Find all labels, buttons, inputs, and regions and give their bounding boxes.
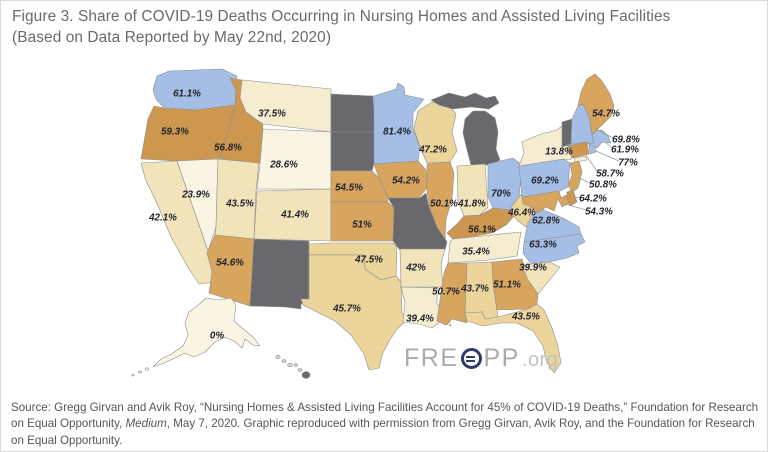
source-text-part2: , May 7, 2020. Graphic reproduced with p…	[11, 417, 755, 447]
value-label-WI: 47.2%	[418, 145, 447, 156]
state-tx	[300, 254, 409, 371]
state-fl	[464, 303, 562, 374]
state-mi	[462, 110, 501, 166]
value-label-AR: 42%	[405, 263, 426, 274]
value-label-WY: 28.6%	[269, 160, 298, 171]
state-wy	[256, 128, 332, 190]
value-label-MT: 37.5%	[258, 109, 286, 120]
figure-title-line2: (Based on Data Reported by May 22nd, 202…	[12, 29, 332, 46]
state-nd	[330, 93, 376, 133]
hi-island	[275, 355, 281, 359]
leader-line-CT	[584, 153, 598, 172]
state-value-labels: 61.1% 59.3% 42.1% 23.9% 56.8% 37.5% 28.6% 43.5%…	[148, 89, 640, 342]
state-ar	[399, 248, 446, 288]
value-label-RI: 77%	[618, 158, 638, 169]
figure-title: Figure 3. Share of COVID-19 Deaths Occur…	[12, 6, 670, 48]
value-label-IL: 50.1%	[430, 199, 458, 210]
callout-leader-lines	[561, 127, 620, 211]
state-ak	[152, 297, 261, 368]
hi-island	[287, 362, 293, 367]
value-label-ME: 54.7%	[592, 109, 620, 120]
value-label-NV: 23.9%	[181, 190, 210, 201]
leader-line-NJ	[578, 177, 591, 184]
ak-aleutian-island	[144, 367, 150, 371]
value-label-MA: 61.9%	[611, 145, 639, 156]
source-text-part1: Source: Gregg Girvan and Avik Roy, “Nurs…	[11, 401, 759, 431]
value-label-NE: 54.5%	[335, 183, 363, 194]
value-label-OK: 47.5%	[354, 255, 383, 266]
value-label-MS: 50.7%	[432, 287, 460, 298]
value-label-MN: 81.4%	[383, 127, 411, 138]
figure-title-line1: Figure 3. Share of COVID-19 Deaths Occur…	[12, 8, 671, 25]
freopp-logo-o-icon	[460, 348, 482, 369]
state-wi	[413, 101, 458, 164]
value-label-FL: 43.5%	[511, 312, 540, 323]
leader-line-MA	[604, 141, 613, 149]
leader-line-MD	[561, 202, 587, 211]
state-mi-upper-peninsula	[430, 92, 500, 110]
state-md	[521, 190, 570, 214]
value-label-MD: 54.3%	[585, 207, 613, 218]
value-label-LA: 39.4%	[406, 314, 434, 325]
value-label-KY: 56.1%	[468, 225, 496, 236]
source-citation: Source: Gregg Girvan and Avik Roy, “Nurs…	[11, 400, 761, 449]
hi-island	[281, 359, 287, 363]
value-label-AL: 43.7%	[460, 284, 489, 295]
leader-line-RI	[595, 150, 620, 162]
leader-line-DE	[573, 196, 581, 199]
value-label-GA: 51.1%	[493, 280, 521, 291]
value-label-IN: 41.8%	[457, 199, 486, 210]
state-nj	[567, 160, 583, 193]
freopp-logo: FRE PP .org	[404, 344, 558, 373]
freopp-logo-text-pp: PP	[483, 344, 520, 372]
value-label-ID: 56.8%	[214, 143, 242, 154]
state-de	[566, 189, 578, 207]
state-shapes	[131, 68, 615, 379]
value-label-PA: 69.2%	[531, 176, 559, 187]
value-label-IA: 54.2%	[392, 176, 420, 187]
value-label-TX: 45.7%	[332, 304, 361, 315]
state-nc	[522, 233, 586, 265]
state-me	[577, 73, 615, 136]
ak-aleutian-island	[138, 370, 142, 374]
ak-aleutian-island	[131, 373, 135, 377]
state-sd	[330, 131, 378, 172]
value-label-TN: 35.4%	[462, 247, 490, 258]
state-az	[206, 234, 255, 307]
hi-island	[297, 368, 303, 372]
value-label-OH: 70%	[491, 189, 511, 200]
hi-island	[293, 363, 298, 367]
value-label-OR: 59.3%	[161, 127, 189, 138]
source-text-medium: Medium	[125, 417, 167, 431]
value-label-KS: 51%	[352, 220, 372, 231]
value-label-AZ: 54.6%	[216, 258, 244, 269]
value-label-NJ: 50.8%	[589, 180, 617, 191]
value-label-DE: 64.2%	[579, 194, 607, 205]
value-label-WV: 46.4%	[507, 208, 536, 219]
state-sc	[522, 261, 561, 295]
leader-line-NH	[593, 127, 614, 139]
state-ny-long-island	[573, 155, 588, 163]
value-label-NC: 63.3%	[529, 240, 557, 251]
value-label-CA: 42.1%	[148, 213, 177, 224]
value-label-WA: 61.1%	[173, 89, 201, 100]
value-label-AK: 0%	[210, 331, 224, 342]
value-label-UT: 43.5%	[225, 199, 254, 210]
value-label-SC: 39.9%	[519, 263, 547, 274]
state-vt	[561, 118, 573, 148]
state-nm	[249, 238, 310, 310]
state-mo	[387, 192, 448, 251]
hi-big-island	[301, 371, 311, 379]
value-label-CT: 58.7%	[596, 169, 624, 180]
freopp-logo-text-fre: FRE	[404, 344, 459, 372]
value-label-CO: 41.4%	[280, 210, 309, 221]
state-il	[426, 161, 455, 240]
value-label-NY: 13.8%	[545, 147, 573, 158]
value-label-VA: 62.8%	[532, 216, 560, 227]
freopp-logo-tld: .org	[521, 348, 559, 371]
value-label-NH: 69.8%	[612, 135, 640, 146]
